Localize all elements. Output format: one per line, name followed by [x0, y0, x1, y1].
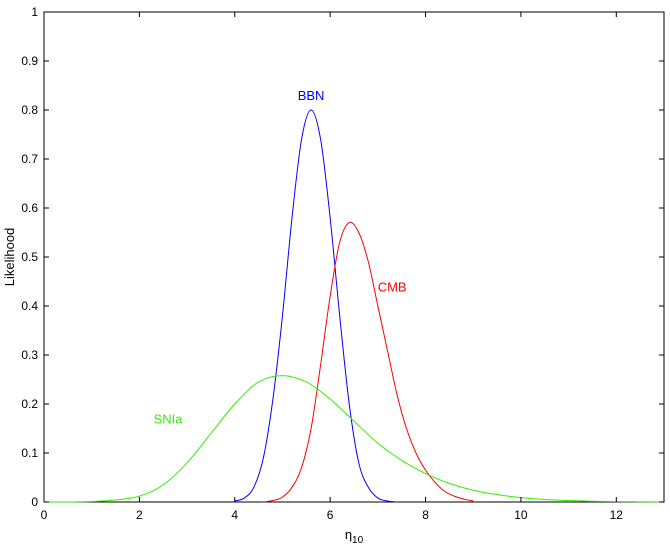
x-tick-label: 6 — [327, 508, 334, 522]
annotations-layer: BBN CMB SNIa — [154, 88, 407, 426]
y-tick-label: 0.7 — [21, 152, 38, 166]
series-label-cmb: CMB — [378, 279, 407, 294]
y-tick-label: 0.2 — [21, 397, 38, 411]
x-axis-title-subscript: 10 — [352, 535, 364, 545]
series-line-cmb — [263, 221, 474, 503]
y-tick-label: 0.8 — [21, 103, 38, 117]
y-tick-label: 0.3 — [21, 348, 38, 362]
curves-layer — [43, 109, 665, 503]
y-tick-label: 0.9 — [21, 54, 38, 68]
y-axis-title: Likelihood — [2, 228, 17, 287]
x-tick-label: 2 — [136, 508, 143, 522]
ticks-layer: 0 2 4 6 8 10 12 0 0.1 0.2 0.3 0.4 0.5 0.6 0.7 0.8 0.9 1 — [21, 5, 664, 522]
plot-area — [43, 11, 665, 503]
x-axis-title: η10 — [345, 527, 364, 545]
series-label-bbn: BBN — [298, 88, 325, 103]
x-tick-label: 12 — [610, 508, 624, 522]
x-tick-label: 8 — [422, 508, 429, 522]
y-tick-label: 0.4 — [21, 299, 38, 313]
y-tick-label: 0.5 — [21, 250, 38, 264]
x-tick-label: 0 — [41, 508, 48, 522]
y-tick-label: 0 — [31, 495, 38, 509]
series-label-snia: SNIa — [154, 412, 184, 427]
x-tick-label: 4 — [231, 508, 238, 522]
series-line-snia — [43, 375, 665, 503]
series-line-bbn — [234, 109, 397, 503]
y-tick-label: 1 — [31, 5, 38, 19]
x-tick-label: 10 — [514, 508, 528, 522]
y-tick-label: 0.1 — [21, 446, 38, 460]
y-tick-label: 0.6 — [21, 201, 38, 215]
